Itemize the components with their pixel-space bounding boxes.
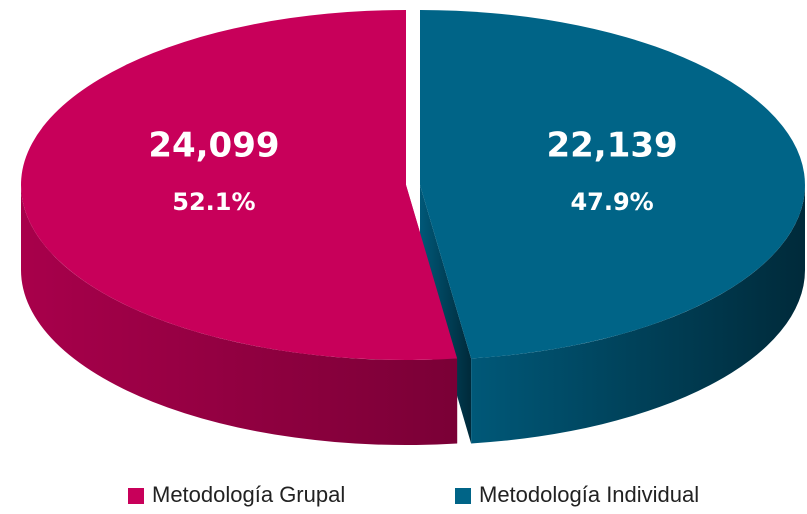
slice: [20, 10, 458, 360]
legend-swatch: [128, 488, 144, 504]
value-label: 22,139: [546, 126, 677, 166]
legend-label: Metodología Grupal: [152, 482, 345, 507]
slices: [20, 10, 805, 360]
percent-label: 47.9%: [570, 188, 653, 216]
cut-face: [420, 185, 472, 444]
side-face: [471, 185, 805, 444]
slice: [420, 10, 805, 359]
legend-swatch: [455, 488, 471, 504]
labels: 24,099 52.1% 22,139 47.9%: [148, 126, 677, 217]
side-face: [20, 185, 458, 445]
legend: Metodología Grupal Metodología Individual: [128, 482, 699, 507]
side-faces: [20, 185, 805, 445]
percent-label: 52.1%: [172, 188, 255, 216]
value-label: 24,099: [148, 126, 279, 166]
legend-label: Metodología Individual: [479, 482, 699, 507]
